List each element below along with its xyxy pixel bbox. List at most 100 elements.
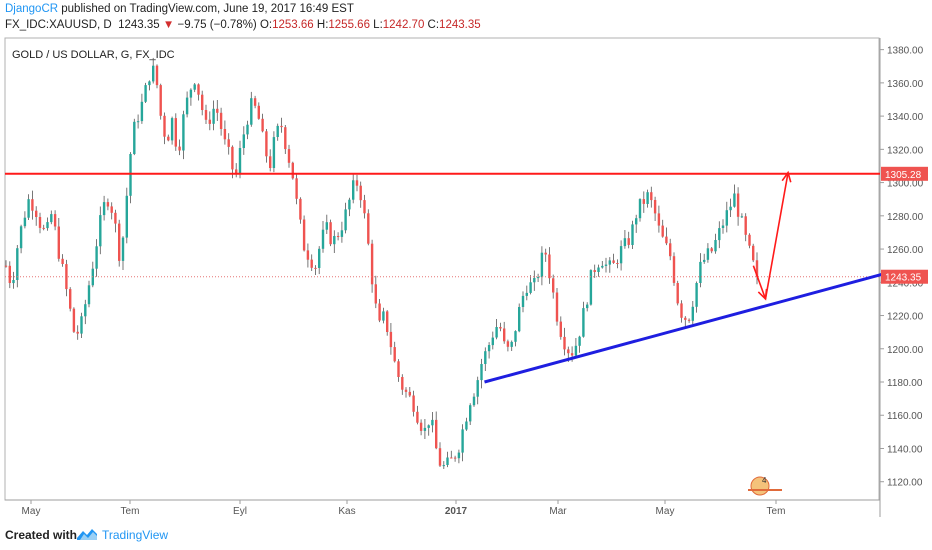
candle-body xyxy=(340,230,344,237)
candle-body xyxy=(552,278,555,293)
candle-body xyxy=(219,112,223,129)
candle-body xyxy=(699,261,702,283)
svg-text:4: 4 xyxy=(762,476,767,485)
candle-body xyxy=(518,307,521,332)
candle-body xyxy=(291,162,294,179)
published-text: published on TradingView.com, June 19, 2… xyxy=(61,3,354,15)
candle-body xyxy=(706,248,710,260)
time-tick-label: May xyxy=(656,506,675,517)
tradingview-link[interactable]: TradingView xyxy=(102,528,169,542)
candle-body xyxy=(669,243,672,257)
candle-body xyxy=(155,65,159,86)
arrow-down-shaft xyxy=(752,265,767,300)
candle-body xyxy=(567,349,570,354)
candle-body xyxy=(491,337,494,346)
candle-body xyxy=(197,84,200,95)
last-price-badge xyxy=(881,269,928,284)
price-tick-label: 1360.00 xyxy=(887,79,924,90)
candle-body xyxy=(38,217,42,228)
candle-body xyxy=(16,248,19,280)
candle-body xyxy=(721,225,725,228)
price-chart[interactable]: GOLD / US DOLLAR, G, FX_IDC 1120.00 1140.… xyxy=(0,0,932,522)
price-change: −9.75 (−0.78%) xyxy=(177,19,257,31)
resistance-price-badge xyxy=(881,166,928,181)
candle-body xyxy=(740,216,744,218)
candle-body xyxy=(601,265,604,268)
close-value: 1243.35 xyxy=(439,19,481,31)
candle-body xyxy=(536,277,540,279)
chart-title: GOLD / US DOLLAR, G, FX_IDC xyxy=(12,49,175,61)
time-tick-label: Tem xyxy=(767,506,786,517)
candle-body xyxy=(650,192,653,201)
candle-body xyxy=(159,85,162,116)
candle-body xyxy=(65,264,68,290)
candle-body xyxy=(87,285,91,305)
plot-frame xyxy=(4,37,880,501)
candle-body xyxy=(61,258,64,264)
price-tick-label: 1140.00 xyxy=(887,444,923,455)
open-label: O: xyxy=(259,19,273,31)
candle-body xyxy=(597,267,600,272)
candle-body xyxy=(401,377,404,390)
publish-info: DjangoCR published on TradingView.com, J… xyxy=(5,3,354,15)
candle-body xyxy=(450,457,453,459)
price-tick-label: 1160.00 xyxy=(887,411,923,422)
candle-body xyxy=(476,380,479,397)
candle-body xyxy=(540,252,544,278)
arrow-up-shaft xyxy=(764,172,789,300)
candle-body xyxy=(352,180,355,200)
price-tick-label: 1260.00 xyxy=(887,245,924,256)
time-tick-label: May xyxy=(22,506,41,517)
candle-body xyxy=(57,226,60,259)
candle-body xyxy=(99,215,102,247)
support-trendline xyxy=(484,272,884,384)
down-arrow-icon: ▼ xyxy=(162,19,175,31)
candle-body xyxy=(503,328,506,342)
candle-body xyxy=(469,405,472,422)
close-label: C: xyxy=(427,19,440,31)
candle-body xyxy=(299,198,302,220)
author-link[interactable]: DjangoCR xyxy=(5,3,59,15)
candle-body xyxy=(393,347,396,362)
candle-body xyxy=(148,81,151,86)
candle-body xyxy=(125,195,128,238)
last-price: 1243.35 xyxy=(118,19,160,31)
candle-body xyxy=(359,185,362,201)
candle-body xyxy=(657,213,661,226)
candle-body xyxy=(287,149,291,163)
candle-body xyxy=(386,311,389,332)
candle-body xyxy=(204,110,208,120)
candle-body xyxy=(12,280,15,284)
candle-body xyxy=(163,115,166,137)
candle-body xyxy=(185,97,189,115)
low-value: 1242.70 xyxy=(382,19,425,31)
candle-body xyxy=(374,284,377,304)
candle-body xyxy=(269,156,272,168)
candle-body xyxy=(227,139,230,147)
candle-body xyxy=(687,319,691,321)
candle-body xyxy=(140,101,144,122)
candle-body xyxy=(46,222,49,229)
tradingview-logo-icon[interactable] xyxy=(76,526,98,542)
candle-body xyxy=(302,219,306,251)
candle-body xyxy=(35,210,38,217)
price-tick-label: 1300.00 xyxy=(887,179,924,190)
time-axis-labels: May Tem Eyl Kas 2017 Mar May Tem xyxy=(22,500,786,517)
candle-body xyxy=(284,127,287,150)
candle-body xyxy=(238,148,242,174)
price-axis-labels: 1120.00 1140.00 1160.00 1180.00 1200.00 1220.… xyxy=(880,46,924,489)
candle-body xyxy=(461,429,464,453)
candle-body xyxy=(178,146,181,151)
candle-body xyxy=(423,427,427,431)
candle-body xyxy=(612,260,615,263)
candle-body xyxy=(438,448,442,466)
candle-body xyxy=(4,265,8,267)
symbol-label: FX_IDC:XAUUSD, D xyxy=(5,19,112,31)
candle-body xyxy=(31,199,34,211)
candle-body xyxy=(295,178,298,199)
candle-body xyxy=(167,136,170,141)
candle-body xyxy=(118,223,121,261)
candle-body xyxy=(427,425,430,428)
candle-body xyxy=(487,345,491,352)
candle-body xyxy=(653,200,657,214)
